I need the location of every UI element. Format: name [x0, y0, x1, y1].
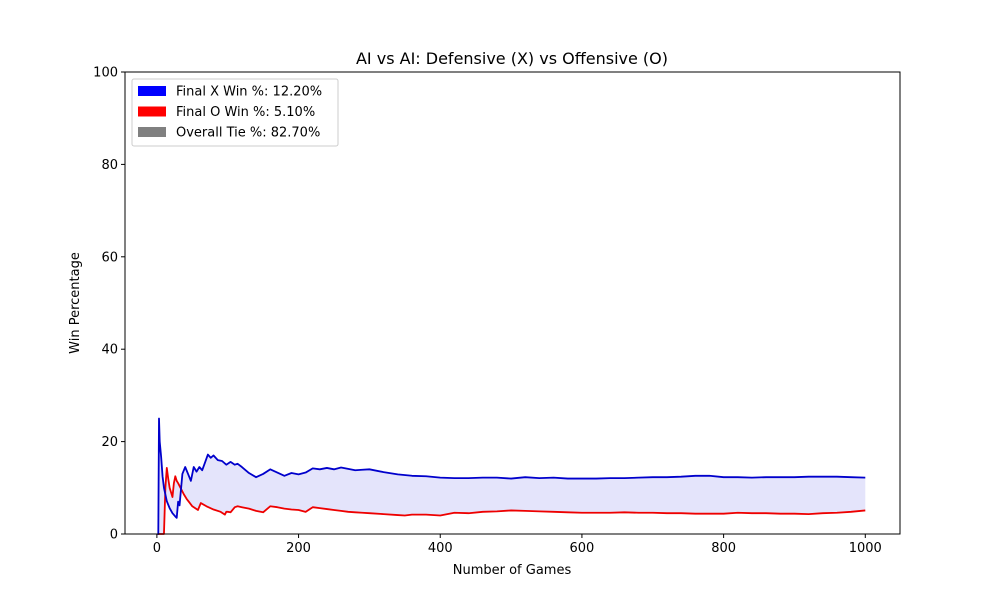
- x-axis-label: Number of Games: [453, 563, 572, 578]
- legend: Final X Win %: 12.20% Final O Win %: 5.10…: [131, 78, 339, 147]
- x-tick-label: 200: [286, 541, 311, 556]
- x-tick-label: 400: [428, 541, 453, 556]
- y-tick-label: 40: [101, 343, 118, 358]
- y-tick-label: 100: [93, 66, 118, 81]
- y-axis-label: Win Percentage: [68, 252, 83, 354]
- y-tick-label: 60: [101, 250, 118, 265]
- y-tick-label: 20: [101, 435, 118, 450]
- series-line-x-win: [157, 417, 866, 535]
- y-tick-label: 0: [110, 528, 118, 543]
- legend-label: Final O Win %: 5.10%: [176, 105, 315, 120]
- plot-frame: [124, 71, 901, 535]
- legend-swatch: [138, 127, 166, 137]
- legend-swatch: [138, 106, 166, 117]
- legend-label: Overall Tie %: 82.70%: [176, 126, 320, 141]
- legend-box: [131, 78, 339, 147]
- x-tick-label: 800: [711, 541, 736, 556]
- x-tick-label: 1000: [849, 541, 882, 556]
- legend-swatch: [138, 86, 166, 96]
- y-tick-label: 80: [101, 158, 118, 173]
- x-tick-label: 0: [153, 541, 161, 556]
- fill-between-area: [157, 418, 866, 534]
- legend-label: Final X Win %: 12.20%: [176, 85, 322, 100]
- chart-title: AI vs AI: Defensive (X) vs Offensive (O): [356, 49, 668, 68]
- x-tick-label: 600: [570, 541, 595, 556]
